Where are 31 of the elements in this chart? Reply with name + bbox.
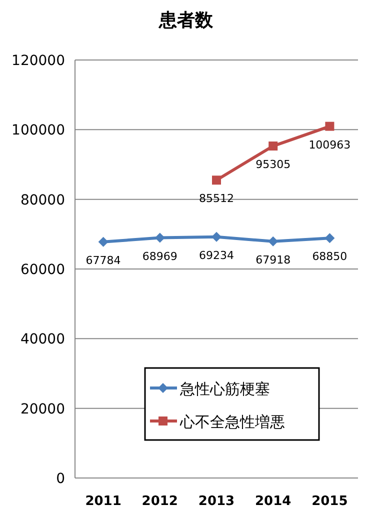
data-label: 68850 xyxy=(312,250,348,264)
point xyxy=(154,232,165,243)
y-tick-label: 120000 xyxy=(12,53,65,69)
data-label: 67918 xyxy=(256,253,291,266)
x-tick-label: 2013 xyxy=(198,494,235,509)
y-tick-label: 60000 xyxy=(20,262,65,278)
data-label: 85512 xyxy=(199,192,234,206)
y-tick-label: 20000 xyxy=(20,401,65,418)
chart-title: 患者数 xyxy=(158,10,214,31)
point xyxy=(212,176,221,185)
y-tick-label: 80000 xyxy=(20,192,65,208)
data-label: 69234 xyxy=(199,248,234,262)
legend-label: 心不全急性増悪 xyxy=(179,413,285,431)
y-tick-label: 100000 xyxy=(12,122,65,139)
point xyxy=(98,236,108,247)
point xyxy=(268,142,278,151)
data-label: 100963 xyxy=(308,138,351,152)
x-tick-label: 2015 xyxy=(312,494,348,509)
point xyxy=(325,122,334,131)
y-tick-label: 40000 xyxy=(20,332,65,348)
point xyxy=(268,236,278,246)
point xyxy=(324,233,335,244)
legend-label: 急性心筋梗塞 xyxy=(179,380,270,398)
x-tick-label: 2014 xyxy=(255,494,292,509)
data-label: 68969 xyxy=(142,250,178,263)
y-tick-label: 0 xyxy=(56,471,65,487)
data-label: 67784 xyxy=(86,254,121,267)
data-label: 95305 xyxy=(256,158,291,172)
x-tick-label: 2012 xyxy=(142,494,178,509)
x-tick-label: 2011 xyxy=(85,494,122,509)
point xyxy=(212,232,222,242)
